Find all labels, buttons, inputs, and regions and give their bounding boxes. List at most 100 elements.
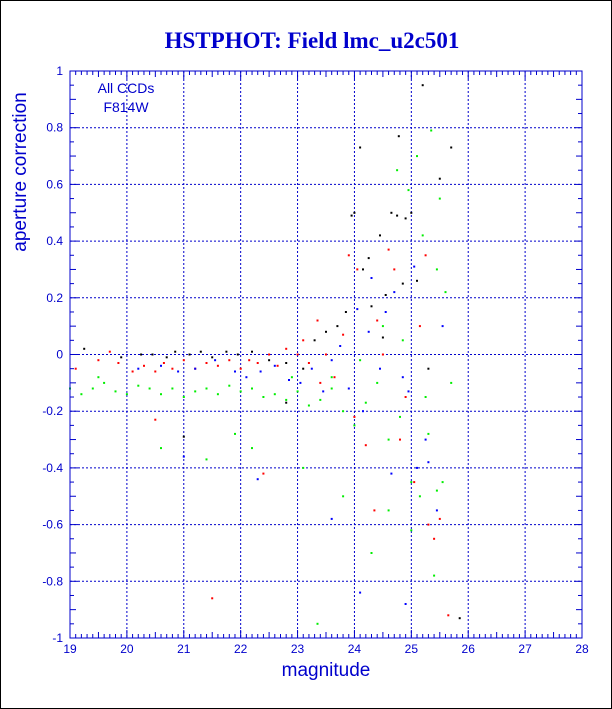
data-point — [433, 574, 436, 577]
data-point — [171, 387, 174, 390]
x-tick-label: 22 — [234, 642, 248, 656]
data-point — [182, 396, 185, 398]
data-point — [225, 350, 228, 353]
data-point — [251, 447, 253, 450]
data-point — [296, 390, 299, 393]
data-point — [205, 458, 208, 461]
data-point — [342, 495, 345, 498]
axis-ticks: 19 20 21 22 23 24 25 26 27 28 -1 -0.8 -0.6 -0.4 -0.2 0 0… — [42, 64, 589, 656]
data-point — [435, 509, 438, 512]
data-point — [120, 356, 123, 359]
data-point — [160, 447, 162, 450]
data-point — [441, 325, 444, 328]
y-tick-label: 0.4 — [46, 234, 63, 248]
data-point — [427, 523, 430, 526]
data-point — [296, 353, 299, 356]
data-point — [396, 214, 399, 217]
data-point — [359, 359, 362, 362]
data-point — [330, 517, 333, 520]
data-point — [251, 350, 253, 353]
scatter-points — [69, 84, 461, 625]
y-axis-label: aperture correction — [10, 92, 31, 251]
data-point — [333, 376, 336, 379]
data-point — [251, 387, 253, 390]
data-point — [433, 537, 436, 540]
data-point — [413, 265, 416, 268]
data-point — [325, 330, 327, 333]
data-point — [288, 379, 290, 381]
data-point — [342, 333, 345, 336]
data-point — [268, 359, 271, 362]
data-point — [410, 481, 413, 484]
data-point — [273, 364, 276, 367]
y-tick-label: -0.6 — [42, 518, 63, 532]
data-point — [413, 481, 416, 484]
data-point — [307, 404, 310, 407]
data-point — [140, 353, 143, 356]
data-point — [359, 591, 362, 594]
data-point — [435, 489, 438, 492]
data-point — [350, 214, 353, 217]
data-point — [379, 367, 381, 370]
data-point — [97, 376, 100, 379]
data-point — [447, 614, 450, 617]
data-point — [182, 359, 185, 362]
data-point — [427, 432, 430, 435]
data-point — [401, 376, 404, 379]
data-point — [353, 415, 356, 418]
grid-lines — [70, 71, 582, 638]
data-point — [407, 189, 410, 192]
data-point — [416, 279, 418, 282]
data-point — [387, 438, 390, 441]
data-point — [330, 359, 333, 362]
data-point — [344, 311, 347, 313]
data-point — [393, 268, 396, 271]
data-point — [143, 364, 145, 367]
y-tick-label: -0.8 — [42, 574, 63, 588]
data-point — [114, 390, 117, 393]
data-point — [401, 282, 404, 285]
data-point — [313, 339, 316, 342]
data-point — [381, 325, 384, 328]
data-point — [364, 444, 367, 447]
data-point — [362, 410, 364, 413]
data-point — [211, 356, 214, 359]
data-point — [424, 254, 427, 257]
data-point — [421, 84, 424, 87]
data-point — [404, 396, 407, 398]
data-point — [245, 376, 248, 379]
data-point — [125, 393, 128, 396]
data-point — [347, 387, 350, 390]
data-point — [410, 211, 413, 214]
data-point — [148, 387, 151, 390]
data-point — [384, 311, 387, 313]
data-point — [404, 217, 407, 220]
data-point — [356, 308, 359, 311]
x-tick-label: 20 — [120, 642, 134, 656]
data-point — [319, 398, 322, 401]
data-point — [336, 325, 339, 328]
data-point — [165, 356, 168, 359]
data-point — [262, 396, 265, 398]
x-tick-label: 19 — [63, 642, 77, 656]
data-point — [228, 384, 231, 387]
data-point — [367, 257, 370, 260]
data-point — [364, 401, 367, 404]
data-point — [239, 367, 242, 370]
data-point — [285, 398, 288, 401]
data-point — [74, 367, 77, 370]
data-point — [427, 461, 430, 464]
data-point — [194, 390, 197, 393]
data-point — [438, 177, 441, 180]
data-point — [381, 336, 384, 339]
data-point — [399, 438, 401, 441]
data-point — [430, 129, 433, 132]
data-point — [397, 135, 400, 138]
data-point — [307, 362, 310, 364]
data-point — [370, 277, 373, 279]
data-point — [373, 509, 376, 512]
data-point — [302, 339, 305, 342]
data-point — [396, 169, 399, 172]
data-point — [131, 370, 134, 373]
data-point — [234, 370, 236, 373]
